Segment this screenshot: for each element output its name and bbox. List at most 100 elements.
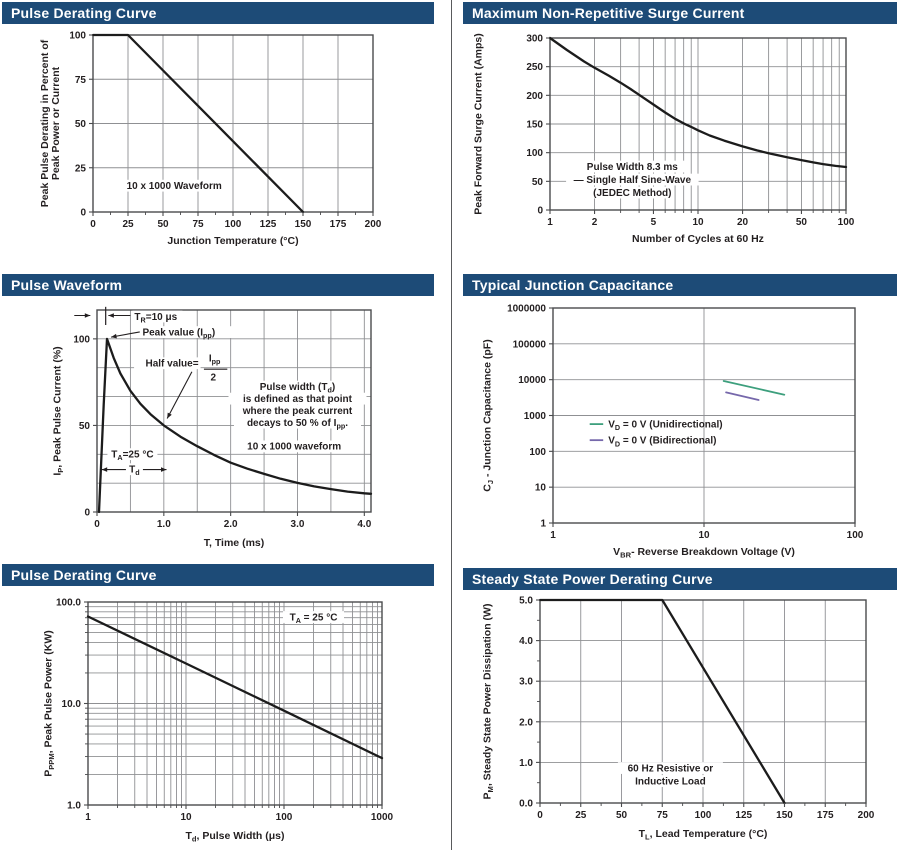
- svg-text:10: 10: [698, 530, 710, 541]
- section-header: Pulse Derating Curve: [2, 2, 434, 24]
- svg-text:1: 1: [547, 217, 553, 228]
- svg-text:100: 100: [838, 217, 855, 228]
- svg-text:75: 75: [192, 219, 204, 230]
- svg-text:PPPM, Peak Pulse Power (KW): PPPM, Peak Pulse Power (KW): [43, 630, 57, 777]
- svg-text:2.0: 2.0: [224, 519, 238, 530]
- svg-text:0.0: 0.0: [519, 799, 533, 810]
- svg-text:20: 20: [737, 217, 749, 228]
- surge-current-chart: 1 2 5 10 20 50 100 0 50 100 150 200 250 300 Number of …: [473, 33, 855, 245]
- section-header: Steady State Power Derating Curve: [463, 568, 897, 590]
- svg-text:Pulse Width 8.3 ms: Pulse Width 8.3 ms: [587, 162, 678, 173]
- svg-text:60 Hz Resistive or: 60 Hz Resistive or: [628, 763, 714, 774]
- svg-text:25: 25: [122, 219, 134, 230]
- svg-text:Ipp: Ipp: [209, 353, 221, 366]
- svg-text:10 x 1000 Waveform: 10 x 1000 Waveform: [127, 181, 222, 192]
- svg-text:Td: Td: [129, 465, 140, 478]
- svg-text:Pulse width (Td): Pulse width (Td): [260, 382, 336, 395]
- svg-text:IP, Peak Pulse Current (%): IP, Peak Pulse Current (%): [52, 346, 66, 475]
- svg-text:50: 50: [157, 219, 169, 230]
- svg-text:TA = 25 °C: TA = 25 °C: [290, 612, 338, 625]
- svg-text:1000: 1000: [524, 411, 547, 422]
- svg-text:where the peak current: where the peak current: [242, 406, 353, 417]
- svg-text:0: 0: [80, 208, 86, 219]
- svg-text:1: 1: [85, 812, 91, 823]
- svg-text:CJ - Junction Capacitance (pF): CJ - Junction Capacitance (pF): [482, 339, 496, 491]
- junction-capacitance-chart: 1 10 100 1 10 100 1000 10000 100000 1000000 VBR- R…: [482, 304, 864, 560]
- svg-text:10 x 1000 waveform: 10 x 1000 waveform: [247, 442, 341, 453]
- svg-text:VD = 0 V (Unidirectional): VD = 0 V (Unidirectional): [608, 420, 722, 433]
- svg-text:2.0: 2.0: [519, 717, 533, 728]
- svg-text:150: 150: [776, 810, 793, 821]
- svg-text:5: 5: [651, 217, 657, 228]
- svg-text:0: 0: [537, 206, 543, 217]
- svg-text:5.0: 5.0: [519, 596, 533, 607]
- svg-text:1.0: 1.0: [67, 801, 81, 812]
- steady-state-derating-chart: 0 25 50 75 100 125 150 175 200 0.0 1.0 2.0 3.0 4.0 5.0…: [482, 596, 875, 842]
- svg-text:4.0: 4.0: [357, 519, 371, 530]
- section-header: Pulse Waveform: [2, 274, 434, 296]
- panel-steady-state-derating: 0 25 50 75 100 125 150 175 200 0.0 1.0 2.0 3.0 4.0 5.0…: [456, 560, 900, 850]
- svg-text:50: 50: [616, 810, 628, 821]
- svg-text:10.0: 10.0: [62, 699, 82, 710]
- svg-text:200: 200: [858, 810, 875, 821]
- svg-text:(JEDEC Method): (JEDEC Method): [593, 188, 671, 199]
- svg-text:1000: 1000: [371, 812, 394, 823]
- svg-text:100: 100: [69, 31, 86, 42]
- svg-text:1: 1: [550, 530, 556, 541]
- svg-text:100: 100: [526, 148, 543, 159]
- svg-text:50: 50: [532, 177, 544, 188]
- svg-text:3.0: 3.0: [291, 519, 305, 530]
- svg-text:100: 100: [73, 334, 90, 345]
- column-divider: [451, 0, 452, 850]
- svg-text:4.0: 4.0: [519, 636, 533, 647]
- svg-text:25: 25: [75, 163, 87, 174]
- svg-text:VD = 0 V (Bidirectional): VD = 0 V (Bidirectional): [608, 436, 716, 449]
- svg-text:50: 50: [796, 217, 808, 228]
- svg-text:T, Time (ms): T, Time (ms): [204, 537, 265, 549]
- svg-text:200: 200: [526, 91, 543, 102]
- svg-text:TA=25 °C: TA=25 °C: [111, 449, 153, 462]
- svg-text:Inductive Load: Inductive Load: [635, 776, 706, 787]
- svg-text:PM, Steady State Power Dissipa: PM, Steady State Power Dissipation (W): [482, 604, 496, 800]
- pulse-waveform-chart: 0 1.0 2.0 3.0 4.0 0 50 100 T, Time (ms) IP, Peak …: [52, 306, 373, 549]
- svg-text:100: 100: [276, 812, 293, 823]
- svg-text:175: 175: [330, 219, 347, 230]
- svg-text:TR=10 μs: TR=10 μs: [134, 312, 177, 325]
- svg-text:10: 10: [180, 812, 192, 823]
- svg-text:10: 10: [535, 483, 547, 494]
- svg-text:50: 50: [79, 421, 91, 432]
- svg-text:1.0: 1.0: [519, 758, 533, 769]
- svg-text:10000: 10000: [518, 375, 546, 386]
- svg-text:Td, Pulse Width (μs): Td, Pulse Width (μs): [185, 830, 284, 844]
- svg-text:Peak Forward Surge Current (Am: Peak Forward Surge Current (Amps): [473, 33, 485, 214]
- svg-text:175: 175: [817, 810, 834, 821]
- svg-text:250: 250: [526, 62, 543, 73]
- section-header: Pulse Derating Curve: [2, 564, 434, 586]
- svg-text:0: 0: [84, 508, 90, 519]
- svg-text:Half value=: Half value=: [145, 359, 198, 370]
- svg-text:1: 1: [540, 519, 546, 530]
- section-header: Typical Junction Capacitance: [463, 274, 897, 296]
- svg-text:1000000: 1000000: [507, 304, 546, 315]
- svg-text:100: 100: [529, 447, 546, 458]
- svg-text:0: 0: [537, 810, 543, 821]
- svg-text:75: 75: [657, 810, 669, 821]
- svg-text:125: 125: [735, 810, 752, 821]
- svg-text:0: 0: [90, 219, 96, 230]
- svg-text:1.0: 1.0: [157, 519, 171, 530]
- svg-text:100: 100: [695, 810, 712, 821]
- svg-text:Peak Pulse Derating in Percent: Peak Pulse Derating in Percent ofPeak Po…: [39, 39, 62, 207]
- svg-text:2: 2: [592, 217, 598, 228]
- svg-text:125: 125: [260, 219, 277, 230]
- svg-text:100: 100: [847, 530, 864, 541]
- panel-pulse-derating-curve-top: 0 25 50 75 100 125 150 175 200 0 25 50 75 100 Junction…: [0, 2, 448, 270]
- svg-text:100: 100: [225, 219, 242, 230]
- svg-text:150: 150: [295, 219, 312, 230]
- svg-text:— Single Half Sine-Wave: — Single Half Sine-Wave: [574, 175, 692, 186]
- svg-text:is defined as that point: is defined as that point: [243, 394, 353, 405]
- svg-text:VBR- Reverse Breakdown Voltage: VBR- Reverse Breakdown Voltage (V): [613, 546, 795, 560]
- svg-text:25: 25: [575, 810, 587, 821]
- svg-text:Peak value (Ipp): Peak value (Ipp): [142, 327, 215, 340]
- svg-text:75: 75: [75, 75, 87, 86]
- svg-text:3.0: 3.0: [519, 677, 533, 688]
